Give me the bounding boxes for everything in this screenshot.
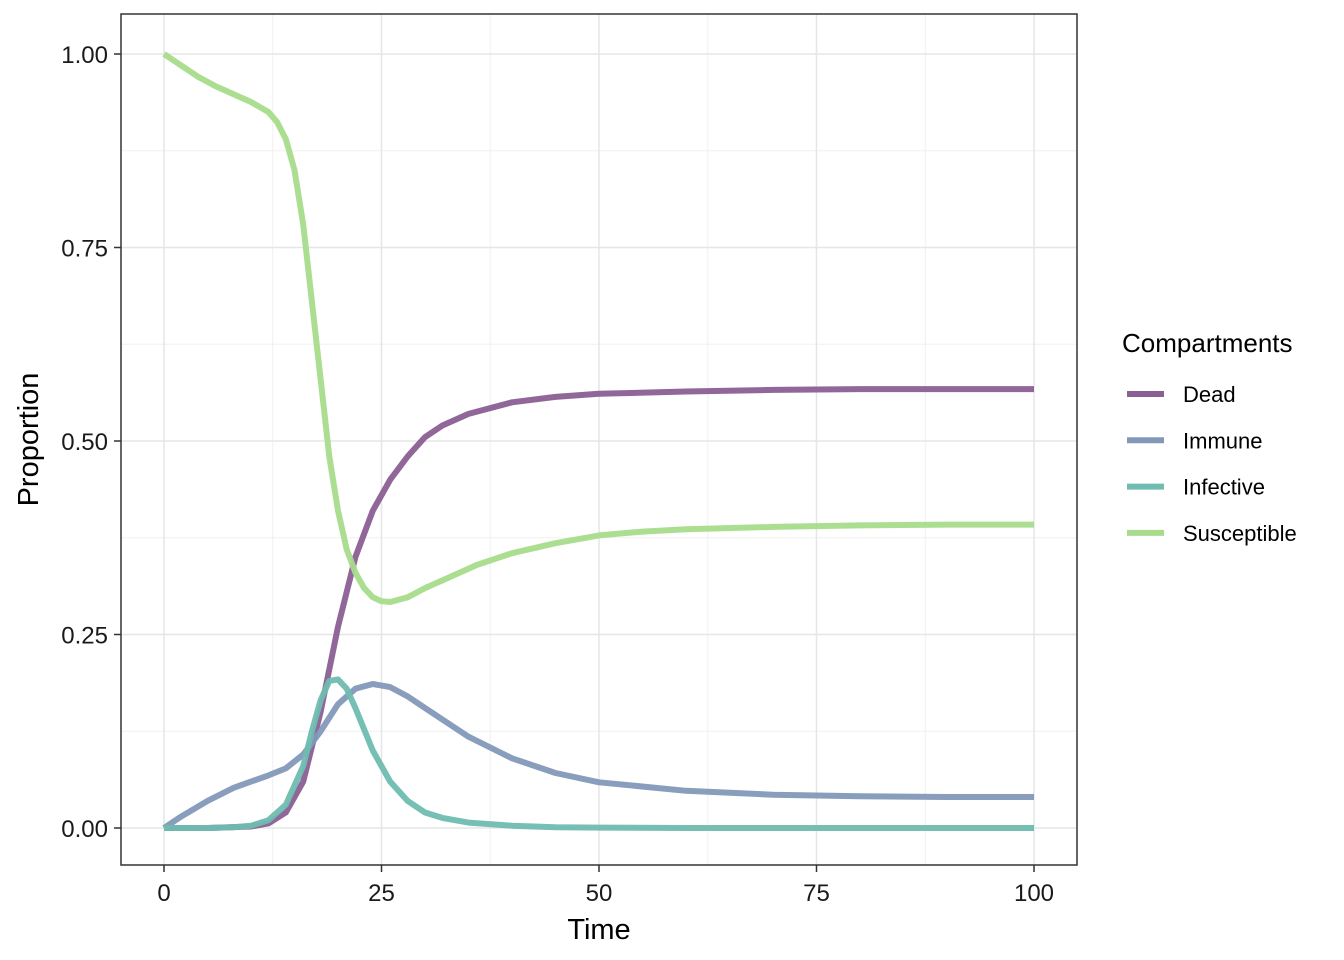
series-line-infective bbox=[164, 676, 1034, 831]
legend-label-immune: Immune bbox=[1183, 428, 1262, 453]
series-line-dead bbox=[164, 386, 1034, 831]
series-lines bbox=[162, 51, 1034, 831]
y-tick-label: 0.50 bbox=[61, 429, 108, 456]
y-axis: 0.00 0.25 0.50 0.75 1.00 bbox=[61, 42, 121, 843]
series-line-susceptible bbox=[162, 51, 1034, 605]
x-tick-label: 100 bbox=[1014, 880, 1054, 907]
x-tick-label: 75 bbox=[803, 880, 830, 907]
legend-label-dead: Dead bbox=[1183, 382, 1236, 407]
x-axis: 0 25 50 75 100 bbox=[157, 865, 1054, 907]
major-grid bbox=[121, 14, 1077, 865]
x-tick-label: 0 bbox=[157, 880, 170, 907]
x-axis-title: Time bbox=[567, 914, 630, 946]
legend-label-susceptible: Susceptible bbox=[1183, 521, 1297, 546]
legend-label-infective: Infective bbox=[1183, 475, 1265, 500]
legend-title: Compartments bbox=[1122, 328, 1293, 358]
y-tick-label: 0.75 bbox=[61, 236, 108, 263]
y-tick-label: 0.00 bbox=[61, 816, 108, 843]
y-tick-label: 0.25 bbox=[61, 623, 108, 650]
y-axis-title: Proportion bbox=[13, 373, 45, 507]
series-line-immune bbox=[162, 681, 1034, 831]
x-tick-label: 25 bbox=[368, 880, 395, 907]
y-tick-label: 1.00 bbox=[61, 42, 108, 69]
legend: Compartments Dead Immune Infective Suscepti… bbox=[1122, 328, 1297, 546]
x-tick-label: 50 bbox=[586, 880, 613, 907]
